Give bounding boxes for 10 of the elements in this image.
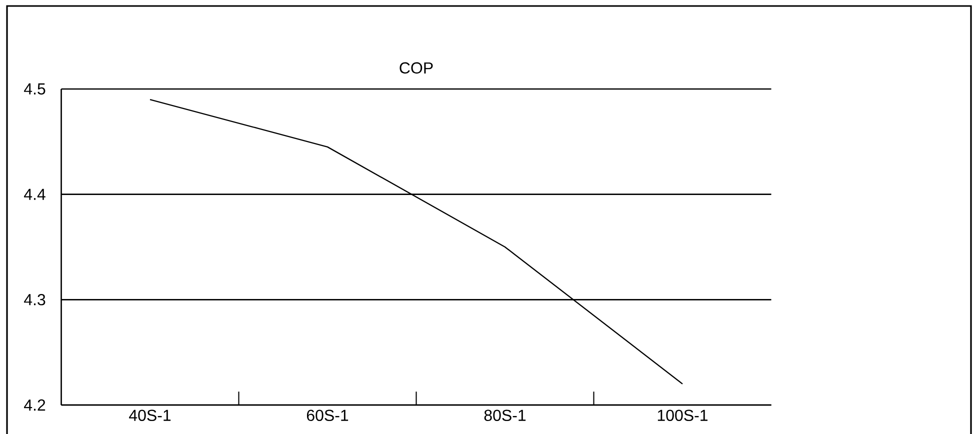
y-tick-label: 4.5 bbox=[24, 83, 46, 95]
chart-title: COP bbox=[400, 62, 433, 74]
x-tick-label: 100S-1 bbox=[658, 410, 708, 422]
y-tick-label: 4.2 bbox=[24, 399, 46, 411]
x-tick-label: 80S-1 bbox=[484, 410, 526, 422]
y-tick-label: 4.3 bbox=[24, 294, 46, 306]
line-series bbox=[149, 98, 684, 385]
y-tick-label: 4.4 bbox=[24, 188, 46, 200]
x-tick-label: 60S-1 bbox=[306, 410, 348, 422]
x-tick-label: 40S-1 bbox=[129, 410, 171, 422]
